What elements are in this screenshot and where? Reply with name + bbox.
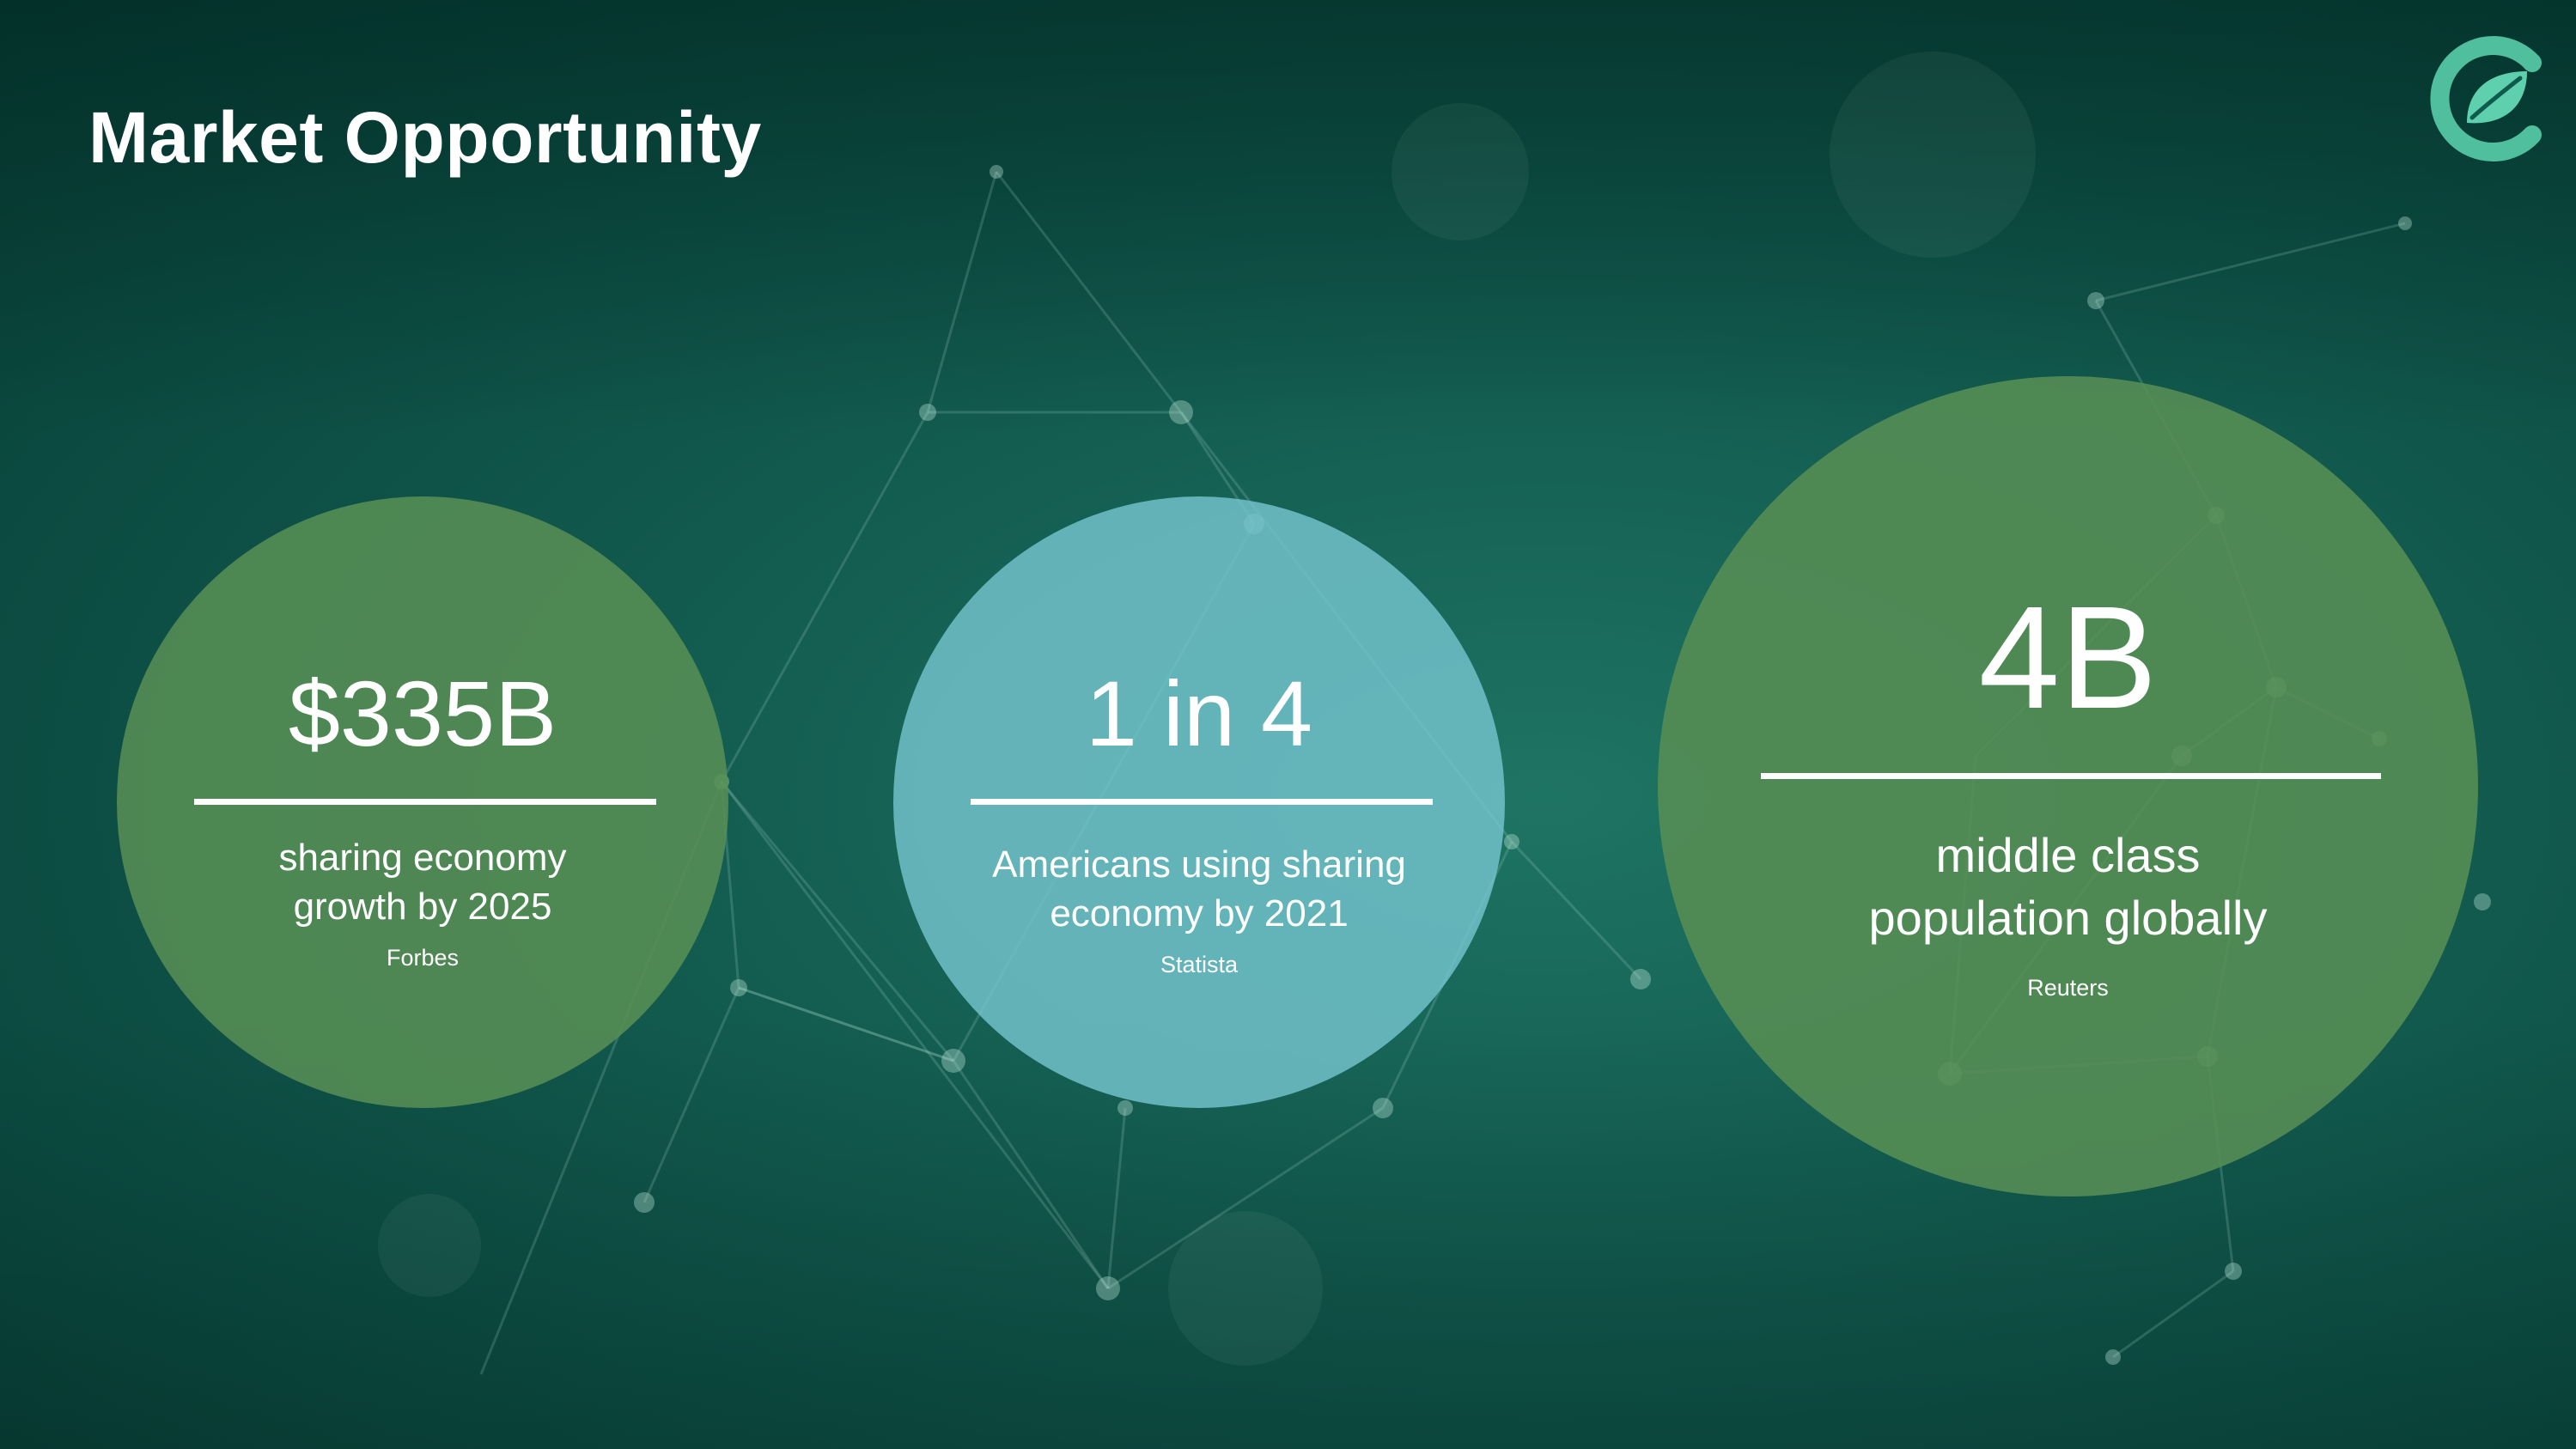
divider [194,799,656,805]
stat-description-line: population globally [1868,890,2268,945]
stat-description-line: economy by 2021 [1050,892,1349,935]
stat-value: $335B [288,661,557,765]
stat-description-line: growth by 2025 [293,886,552,928]
stat-description: Americans using sharing economy by 2021 [893,840,1505,938]
stat-value: 1 in 4 [1085,661,1313,765]
page-title: Market Opportunity [88,97,762,178]
divider [1761,773,2381,779]
leaf-c-logo-icon [2430,36,2542,161]
stat-source: Forbes [386,945,460,971]
stat-circle-sharing-economy: $335B sharing economy growth by 2025 For… [117,496,728,1108]
stat-circle-middle-class: 4B middle class population globally Reut… [1658,376,2478,1196]
stat-source: Statista [1160,952,1239,977]
stat-value: 4B [1978,576,2158,740]
stat-description-line: sharing economy [278,837,567,879]
stat-description-line: middle class [1935,828,2201,882]
stat-description: middle class population globally [1658,825,2478,950]
stat-circle-americans: 1 in 4 Americans using sharing economy b… [893,496,1505,1108]
stat-source: Reuters [2027,975,2109,1001]
divider [971,799,1433,805]
stat-description: sharing economy growth by 2025 [117,833,728,931]
stat-description-line: Americans using sharing [992,843,1406,886]
